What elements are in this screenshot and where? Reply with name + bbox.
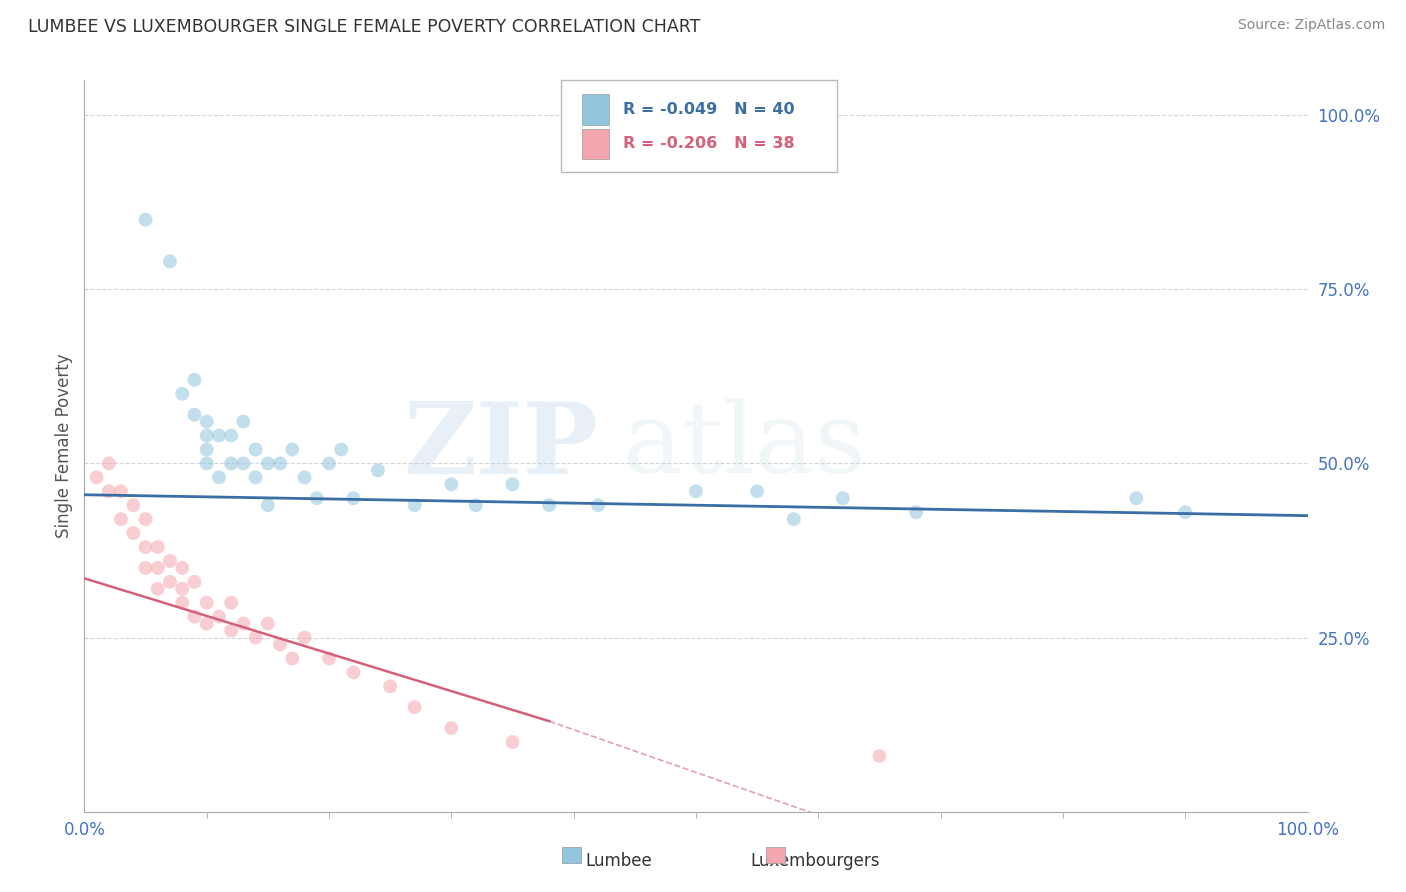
Point bbox=[538, 498, 561, 512]
Point bbox=[135, 540, 157, 554]
Point bbox=[97, 484, 120, 499]
Point bbox=[195, 616, 218, 631]
Point bbox=[257, 616, 280, 631]
Point bbox=[294, 470, 316, 484]
Point bbox=[159, 254, 181, 268]
Point bbox=[586, 498, 609, 512]
Text: LUMBEE VS LUXEMBOURGER SINGLE FEMALE POVERTY CORRELATION CHART: LUMBEE VS LUXEMBOURGER SINGLE FEMALE POV… bbox=[28, 18, 700, 36]
Point bbox=[172, 386, 194, 401]
Point bbox=[330, 442, 353, 457]
Point bbox=[183, 574, 205, 589]
Point bbox=[367, 463, 389, 477]
Point bbox=[685, 484, 707, 499]
Point bbox=[404, 700, 426, 714]
Point bbox=[318, 651, 340, 665]
Point bbox=[110, 512, 132, 526]
Point bbox=[404, 498, 426, 512]
Point bbox=[831, 491, 853, 506]
Point bbox=[281, 442, 304, 457]
FancyBboxPatch shape bbox=[582, 95, 609, 125]
Text: ZIP: ZIP bbox=[404, 398, 598, 494]
Point bbox=[269, 457, 291, 471]
Point bbox=[172, 596, 194, 610]
Point bbox=[440, 477, 463, 491]
Point bbox=[440, 721, 463, 735]
Point bbox=[219, 428, 242, 442]
Point bbox=[86, 470, 108, 484]
Point bbox=[232, 415, 254, 429]
Text: Luxembourgers: Luxembourgers bbox=[751, 852, 880, 870]
Point bbox=[195, 457, 218, 471]
Point bbox=[208, 470, 231, 484]
Point bbox=[380, 679, 402, 693]
Point bbox=[146, 540, 169, 554]
Point bbox=[122, 498, 145, 512]
Point bbox=[305, 491, 328, 506]
FancyBboxPatch shape bbox=[561, 80, 837, 171]
Text: atlas: atlas bbox=[623, 398, 865, 494]
Point bbox=[183, 408, 205, 422]
Point bbox=[135, 561, 157, 575]
Point bbox=[294, 631, 316, 645]
Point bbox=[195, 415, 218, 429]
FancyBboxPatch shape bbox=[582, 128, 609, 160]
Point bbox=[97, 457, 120, 471]
Point bbox=[146, 582, 169, 596]
Y-axis label: Single Female Poverty: Single Female Poverty bbox=[55, 354, 73, 538]
Point bbox=[219, 596, 242, 610]
Point bbox=[219, 624, 242, 638]
Point bbox=[342, 491, 364, 506]
Point bbox=[269, 638, 291, 652]
Point bbox=[245, 470, 267, 484]
Point bbox=[208, 609, 231, 624]
Point bbox=[245, 631, 267, 645]
Point bbox=[342, 665, 364, 680]
Point bbox=[281, 651, 304, 665]
Point bbox=[183, 609, 205, 624]
Point bbox=[208, 428, 231, 442]
Point bbox=[747, 484, 769, 499]
Point bbox=[195, 428, 218, 442]
Point bbox=[110, 484, 132, 499]
Point bbox=[195, 442, 218, 457]
Point bbox=[257, 457, 280, 471]
Point bbox=[159, 554, 181, 568]
Point bbox=[869, 749, 891, 764]
Point bbox=[318, 457, 340, 471]
Point bbox=[464, 498, 486, 512]
Point bbox=[257, 498, 280, 512]
Point bbox=[159, 574, 181, 589]
Text: R = -0.049   N = 40: R = -0.049 N = 40 bbox=[623, 102, 794, 117]
Point bbox=[195, 596, 218, 610]
Point bbox=[146, 561, 169, 575]
Text: R = -0.206   N = 38: R = -0.206 N = 38 bbox=[623, 136, 794, 152]
Point bbox=[905, 505, 928, 519]
Point bbox=[1125, 491, 1147, 506]
Point bbox=[135, 212, 157, 227]
Point bbox=[783, 512, 806, 526]
Point bbox=[135, 512, 157, 526]
Point bbox=[502, 477, 524, 491]
Point bbox=[1174, 505, 1197, 519]
Point bbox=[172, 582, 194, 596]
Point bbox=[183, 373, 205, 387]
Point bbox=[502, 735, 524, 749]
Point bbox=[219, 457, 242, 471]
Point bbox=[172, 561, 194, 575]
Point bbox=[232, 457, 254, 471]
Point bbox=[232, 616, 254, 631]
Point bbox=[122, 526, 145, 541]
Point bbox=[245, 442, 267, 457]
Text: Source: ZipAtlas.com: Source: ZipAtlas.com bbox=[1237, 18, 1385, 32]
Text: Lumbee: Lumbee bbox=[585, 852, 652, 870]
